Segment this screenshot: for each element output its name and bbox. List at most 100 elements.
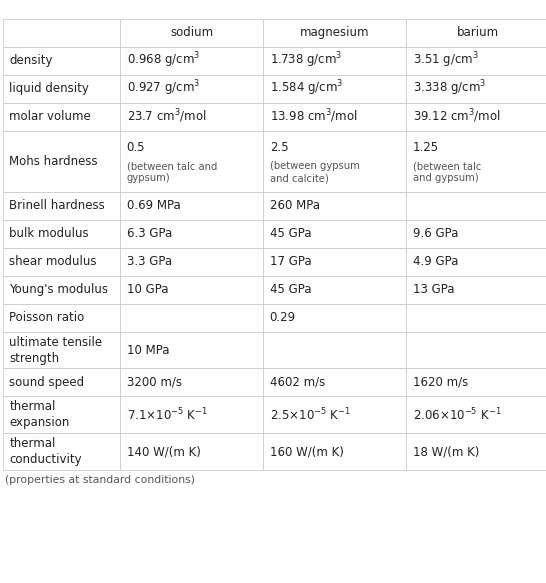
Bar bbox=[120, 19, 263, 47]
Text: 1.738 g/cm$^3$: 1.738 g/cm$^3$ bbox=[270, 51, 342, 71]
Bar bbox=[406, 220, 546, 248]
Bar bbox=[406, 304, 546, 332]
Bar bbox=[406, 276, 546, 304]
Text: 3.338 g/cm$^3$: 3.338 g/cm$^3$ bbox=[413, 79, 486, 99]
Bar bbox=[3, 220, 120, 248]
Bar bbox=[406, 433, 546, 470]
Text: 0.29: 0.29 bbox=[270, 311, 296, 324]
Text: ultimate tensile
strength: ultimate tensile strength bbox=[9, 336, 103, 364]
Text: 160 W/(m K): 160 W/(m K) bbox=[270, 445, 343, 458]
Bar bbox=[120, 276, 263, 304]
Text: 13 GPa: 13 GPa bbox=[413, 283, 454, 296]
Text: 7.1×10$^{-5}$ K$^{-1}$: 7.1×10$^{-5}$ K$^{-1}$ bbox=[127, 406, 207, 423]
Text: sodium: sodium bbox=[170, 26, 213, 39]
Bar bbox=[263, 276, 406, 304]
Bar bbox=[120, 332, 263, 368]
Bar bbox=[263, 47, 406, 75]
Bar bbox=[263, 304, 406, 332]
Text: (properties at standard conditions): (properties at standard conditions) bbox=[5, 475, 195, 484]
Bar bbox=[120, 103, 263, 131]
Text: thermal
conductivity: thermal conductivity bbox=[9, 437, 82, 466]
Bar bbox=[3, 19, 120, 47]
Text: 18 W/(m K): 18 W/(m K) bbox=[413, 445, 479, 458]
Text: 9.6 GPa: 9.6 GPa bbox=[413, 227, 458, 240]
Bar bbox=[120, 131, 263, 192]
Text: 2.5×10$^{-5}$ K$^{-1}$: 2.5×10$^{-5}$ K$^{-1}$ bbox=[270, 406, 351, 423]
Text: (between gypsum
and calcite): (between gypsum and calcite) bbox=[270, 161, 359, 183]
Bar bbox=[263, 103, 406, 131]
Bar bbox=[120, 220, 263, 248]
Bar bbox=[406, 47, 546, 75]
Text: 0.927 g/cm$^3$: 0.927 g/cm$^3$ bbox=[127, 79, 200, 99]
Text: 1.25: 1.25 bbox=[413, 141, 439, 154]
Bar bbox=[3, 47, 120, 75]
Bar bbox=[263, 248, 406, 276]
Bar bbox=[406, 396, 546, 433]
Text: 3.51 g/cm$^3$: 3.51 g/cm$^3$ bbox=[413, 51, 479, 71]
Bar bbox=[3, 396, 120, 433]
Text: 260 MPa: 260 MPa bbox=[270, 199, 320, 212]
Text: bulk modulus: bulk modulus bbox=[9, 227, 89, 240]
Bar bbox=[120, 75, 263, 103]
Text: 10 GPa: 10 GPa bbox=[127, 283, 168, 296]
Text: 39.12 cm$^3$/mol: 39.12 cm$^3$/mol bbox=[413, 108, 501, 125]
Bar bbox=[263, 19, 406, 47]
Text: density: density bbox=[9, 54, 53, 67]
Bar bbox=[120, 304, 263, 332]
Text: 45 GPa: 45 GPa bbox=[270, 227, 311, 240]
Bar bbox=[3, 332, 120, 368]
Text: thermal
expansion: thermal expansion bbox=[9, 401, 70, 429]
Text: 6.3 GPa: 6.3 GPa bbox=[127, 227, 172, 240]
Bar bbox=[263, 131, 406, 192]
Bar bbox=[3, 368, 120, 396]
Bar bbox=[3, 276, 120, 304]
Bar bbox=[263, 368, 406, 396]
Text: barium: barium bbox=[456, 26, 498, 39]
Bar bbox=[406, 103, 546, 131]
Bar bbox=[3, 131, 120, 192]
Bar bbox=[120, 396, 263, 433]
Text: 10 MPa: 10 MPa bbox=[127, 343, 169, 357]
Bar bbox=[120, 192, 263, 220]
Bar bbox=[406, 131, 546, 192]
Text: (between talc and
gypsum): (between talc and gypsum) bbox=[127, 161, 217, 183]
Text: (between talc
and gypsum): (between talc and gypsum) bbox=[413, 161, 481, 183]
Text: 3200 m/s: 3200 m/s bbox=[127, 376, 182, 389]
Text: Brinell hardness: Brinell hardness bbox=[9, 199, 105, 212]
Bar bbox=[3, 192, 120, 220]
Bar bbox=[406, 248, 546, 276]
Bar bbox=[120, 368, 263, 396]
Text: 4602 m/s: 4602 m/s bbox=[270, 376, 325, 389]
Text: 0.968 g/cm$^3$: 0.968 g/cm$^3$ bbox=[127, 51, 200, 71]
Bar bbox=[3, 75, 120, 103]
Text: 140 W/(m K): 140 W/(m K) bbox=[127, 445, 200, 458]
Text: 3.3 GPa: 3.3 GPa bbox=[127, 255, 172, 268]
Bar bbox=[263, 433, 406, 470]
Bar bbox=[406, 19, 546, 47]
Text: sound speed: sound speed bbox=[9, 376, 85, 389]
Text: 45 GPa: 45 GPa bbox=[270, 283, 311, 296]
Text: 0.5: 0.5 bbox=[127, 141, 145, 154]
Bar bbox=[3, 248, 120, 276]
Text: 1620 m/s: 1620 m/s bbox=[413, 376, 468, 389]
Bar bbox=[406, 192, 546, 220]
Bar bbox=[263, 220, 406, 248]
Bar bbox=[263, 192, 406, 220]
Text: 2.06×10$^{-5}$ K$^{-1}$: 2.06×10$^{-5}$ K$^{-1}$ bbox=[413, 406, 501, 423]
Text: Young's modulus: Young's modulus bbox=[9, 283, 108, 296]
Text: 0.69 MPa: 0.69 MPa bbox=[127, 199, 180, 212]
Text: molar volume: molar volume bbox=[9, 110, 91, 123]
Bar bbox=[120, 248, 263, 276]
Text: Poisson ratio: Poisson ratio bbox=[9, 311, 85, 324]
Text: 13.98 cm$^3$/mol: 13.98 cm$^3$/mol bbox=[270, 108, 358, 125]
Text: Mohs hardness: Mohs hardness bbox=[9, 154, 98, 168]
Text: 17 GPa: 17 GPa bbox=[270, 255, 311, 268]
Bar bbox=[406, 75, 546, 103]
Bar bbox=[263, 332, 406, 368]
Text: liquid density: liquid density bbox=[9, 82, 89, 95]
Bar bbox=[406, 368, 546, 396]
Text: magnesium: magnesium bbox=[300, 26, 370, 39]
Text: shear modulus: shear modulus bbox=[9, 255, 97, 268]
Bar bbox=[3, 304, 120, 332]
Bar bbox=[263, 396, 406, 433]
